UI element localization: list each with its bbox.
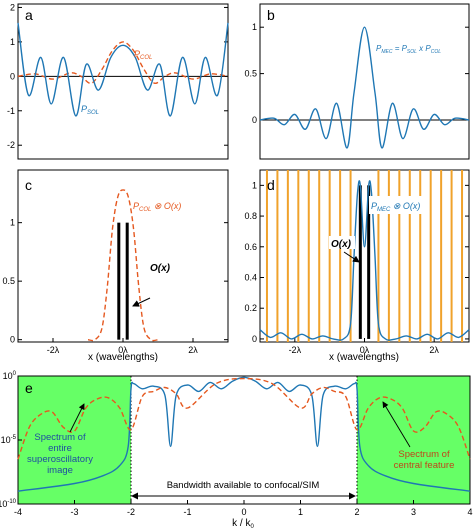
x-tick-label: -2λ bbox=[289, 345, 302, 355]
y-tick-label: 0.5 bbox=[2, 276, 15, 286]
panel-e-x-ticks: -4 -3 -2 -1 0 1 2 3 4 bbox=[14, 500, 473, 517]
panel-e-y-ticks: 100 10-5 10-10 bbox=[0, 371, 22, 509]
panel-e-left-annotation-4: image bbox=[47, 465, 73, 476]
y-tick-label: 1 bbox=[252, 180, 257, 190]
full-spectrum-line bbox=[17, 376, 471, 492]
panel-e-left-annotation-1: Spectrum of bbox=[34, 432, 86, 443]
panel-e-left-annotation-3: superoscillatory bbox=[27, 454, 93, 465]
central-feature-line bbox=[17, 377, 471, 460]
panel-d-x-ticks: -2λ 0λ 2λ bbox=[289, 338, 439, 355]
x-tick-label: 2 bbox=[354, 507, 359, 517]
y-tick-label: 0.2 bbox=[244, 303, 257, 313]
object-bars-bar bbox=[125, 222, 129, 340]
x-tick-label: 3 bbox=[411, 507, 416, 517]
y-tick-label: 0 bbox=[10, 71, 15, 81]
panel-d-letter: d bbox=[267, 177, 275, 193]
panel-b-series bbox=[259, 26, 470, 149]
pcol-line bbox=[17, 41, 229, 85]
panel-d-obj-backing bbox=[329, 236, 355, 249]
panel-e-shaded-regions bbox=[18, 376, 470, 504]
y-tick-label: 0.5 bbox=[244, 69, 257, 79]
panel-d: 1 0.8 0.6 0.4 0.2 0 -2λ 0λ 2λ d PMEC ⊗ O(x) O(x… bbox=[244, 169, 470, 363]
y-tick-label: 10-10 bbox=[0, 499, 17, 509]
psol-line bbox=[17, 22, 229, 117]
object-bars-bar bbox=[117, 222, 121, 340]
pmec-conv-line bbox=[259, 180, 470, 341]
panel-e-right-arrow bbox=[382, 401, 411, 448]
panel-a: 2 1 0 -1 -2 a PCOL PSOL bbox=[7, 2, 229, 160]
x-tick-label: 1 bbox=[298, 507, 303, 517]
panel-d-xlabel: x (wavelengths) bbox=[329, 352, 399, 363]
x-tick-label: 2λ bbox=[429, 345, 439, 355]
y-tick-label: 10-5 bbox=[1, 435, 17, 445]
panel-c-letter: c bbox=[25, 177, 32, 193]
x-tick-label: 0λ bbox=[360, 345, 370, 355]
panel-e-series bbox=[17, 376, 471, 492]
x-tick-label: 0 bbox=[241, 507, 246, 517]
pmec-line bbox=[259, 26, 470, 149]
panel-e-left-arrow bbox=[69, 403, 85, 433]
panel-e-xlabel: k / k0 bbox=[232, 518, 254, 530]
panel-c-x-ticks: -2λ 0λ 2λ bbox=[47, 338, 198, 355]
panel-d-grating bbox=[265, 170, 464, 342]
panel-a-letter: a bbox=[25, 7, 33, 23]
x-tick-label: 0λ bbox=[118, 345, 128, 355]
object-bars-bar bbox=[358, 185, 362, 339]
panel-a-frame bbox=[17, 3, 229, 160]
y-tick-label: 1 bbox=[10, 37, 15, 47]
panel-c-y-ticks: 10.50 bbox=[2, 218, 228, 345]
panel-e-left-annotation-2: entire bbox=[48, 443, 72, 454]
pcol-conv-line bbox=[87, 189, 159, 342]
out-of-band-region bbox=[357, 376, 470, 504]
panel-d-series bbox=[259, 180, 470, 341]
y-tick-label: 0.4 bbox=[244, 273, 257, 283]
panel-c-conv-label: PCOL ⊗ O(x) bbox=[133, 201, 181, 213]
y-tick-label: 0.6 bbox=[244, 242, 257, 252]
panel-c-object-arrow bbox=[132, 297, 151, 307]
out-of-band-region bbox=[18, 376, 131, 504]
y-tick-label: -1 bbox=[7, 106, 15, 116]
y-tick-label: 2 bbox=[10, 2, 15, 12]
panel-b: 1 0.5 0 b PMEC = PSOL x PCOL bbox=[244, 3, 470, 160]
panel-b-frame bbox=[259, 3, 470, 160]
panel-d-y-ticks: 1 0.8 0.6 0.4 0.2 0 bbox=[244, 180, 469, 344]
panel-d-object-label: O(x) bbox=[331, 239, 352, 250]
object-bars-bar bbox=[367, 185, 371, 339]
panel-c-xlabel: x (wavelengths) bbox=[88, 352, 158, 363]
panel-d-frame bbox=[259, 169, 470, 343]
panel-c-series bbox=[87, 189, 159, 342]
y-tick-label: 100 bbox=[3, 371, 17, 381]
y-tick-label: 0 bbox=[252, 115, 257, 125]
panel-d-label-backing bbox=[369, 196, 425, 214]
panel-d-object-arrow bbox=[343, 251, 360, 263]
panel-c: 10.50 -2λ 0λ 2λ c PCOL ⊗ O(x) O(x) x (wave… bbox=[2, 169, 229, 363]
y-tick-label: -2 bbox=[7, 140, 15, 150]
x-tick-label: 2λ bbox=[188, 345, 198, 355]
y-tick-label: 0 bbox=[10, 335, 15, 345]
panel-a-psol-label: PSOL bbox=[81, 104, 99, 116]
y-tick-label: 1 bbox=[252, 22, 257, 32]
panel-e-right-annotation-2: central feature bbox=[394, 460, 455, 471]
panel-c-frame bbox=[17, 169, 229, 343]
panel-c-object-label: O(x) bbox=[150, 263, 171, 274]
panel-a-series bbox=[17, 22, 229, 117]
y-tick-label: 0 bbox=[252, 334, 257, 344]
y-tick-label: 0.8 bbox=[244, 211, 257, 221]
panel-b-letter: b bbox=[267, 7, 275, 23]
x-tick-label: 4 bbox=[467, 507, 472, 517]
x-tick-label: -4 bbox=[14, 507, 22, 517]
panel-e-letter: e bbox=[25, 380, 33, 396]
panel-e-bandwidth-label: Bandwidth available to confocal/SIM bbox=[167, 480, 320, 491]
x-tick-label: -1 bbox=[183, 507, 191, 517]
x-tick-label: -2λ bbox=[47, 345, 60, 355]
panel-e: 100 10-5 10-10 -4 -3 -2 -1 0 1 2 3 4 e Spectrum of… bbox=[0, 371, 473, 530]
panel-a-pcol-label: PCOL bbox=[134, 49, 152, 61]
x-tick-label: -2 bbox=[127, 507, 135, 517]
panel-e-right-annotation-1: Spectrum of bbox=[398, 449, 450, 460]
panel-d-conv-label: PMEC ⊗ O(x) bbox=[371, 201, 420, 213]
y-tick-label: 1 bbox=[10, 218, 15, 228]
x-tick-label: -3 bbox=[70, 507, 78, 517]
panel-b-equation: PMEC = PSOL x PCOL bbox=[376, 44, 441, 55]
